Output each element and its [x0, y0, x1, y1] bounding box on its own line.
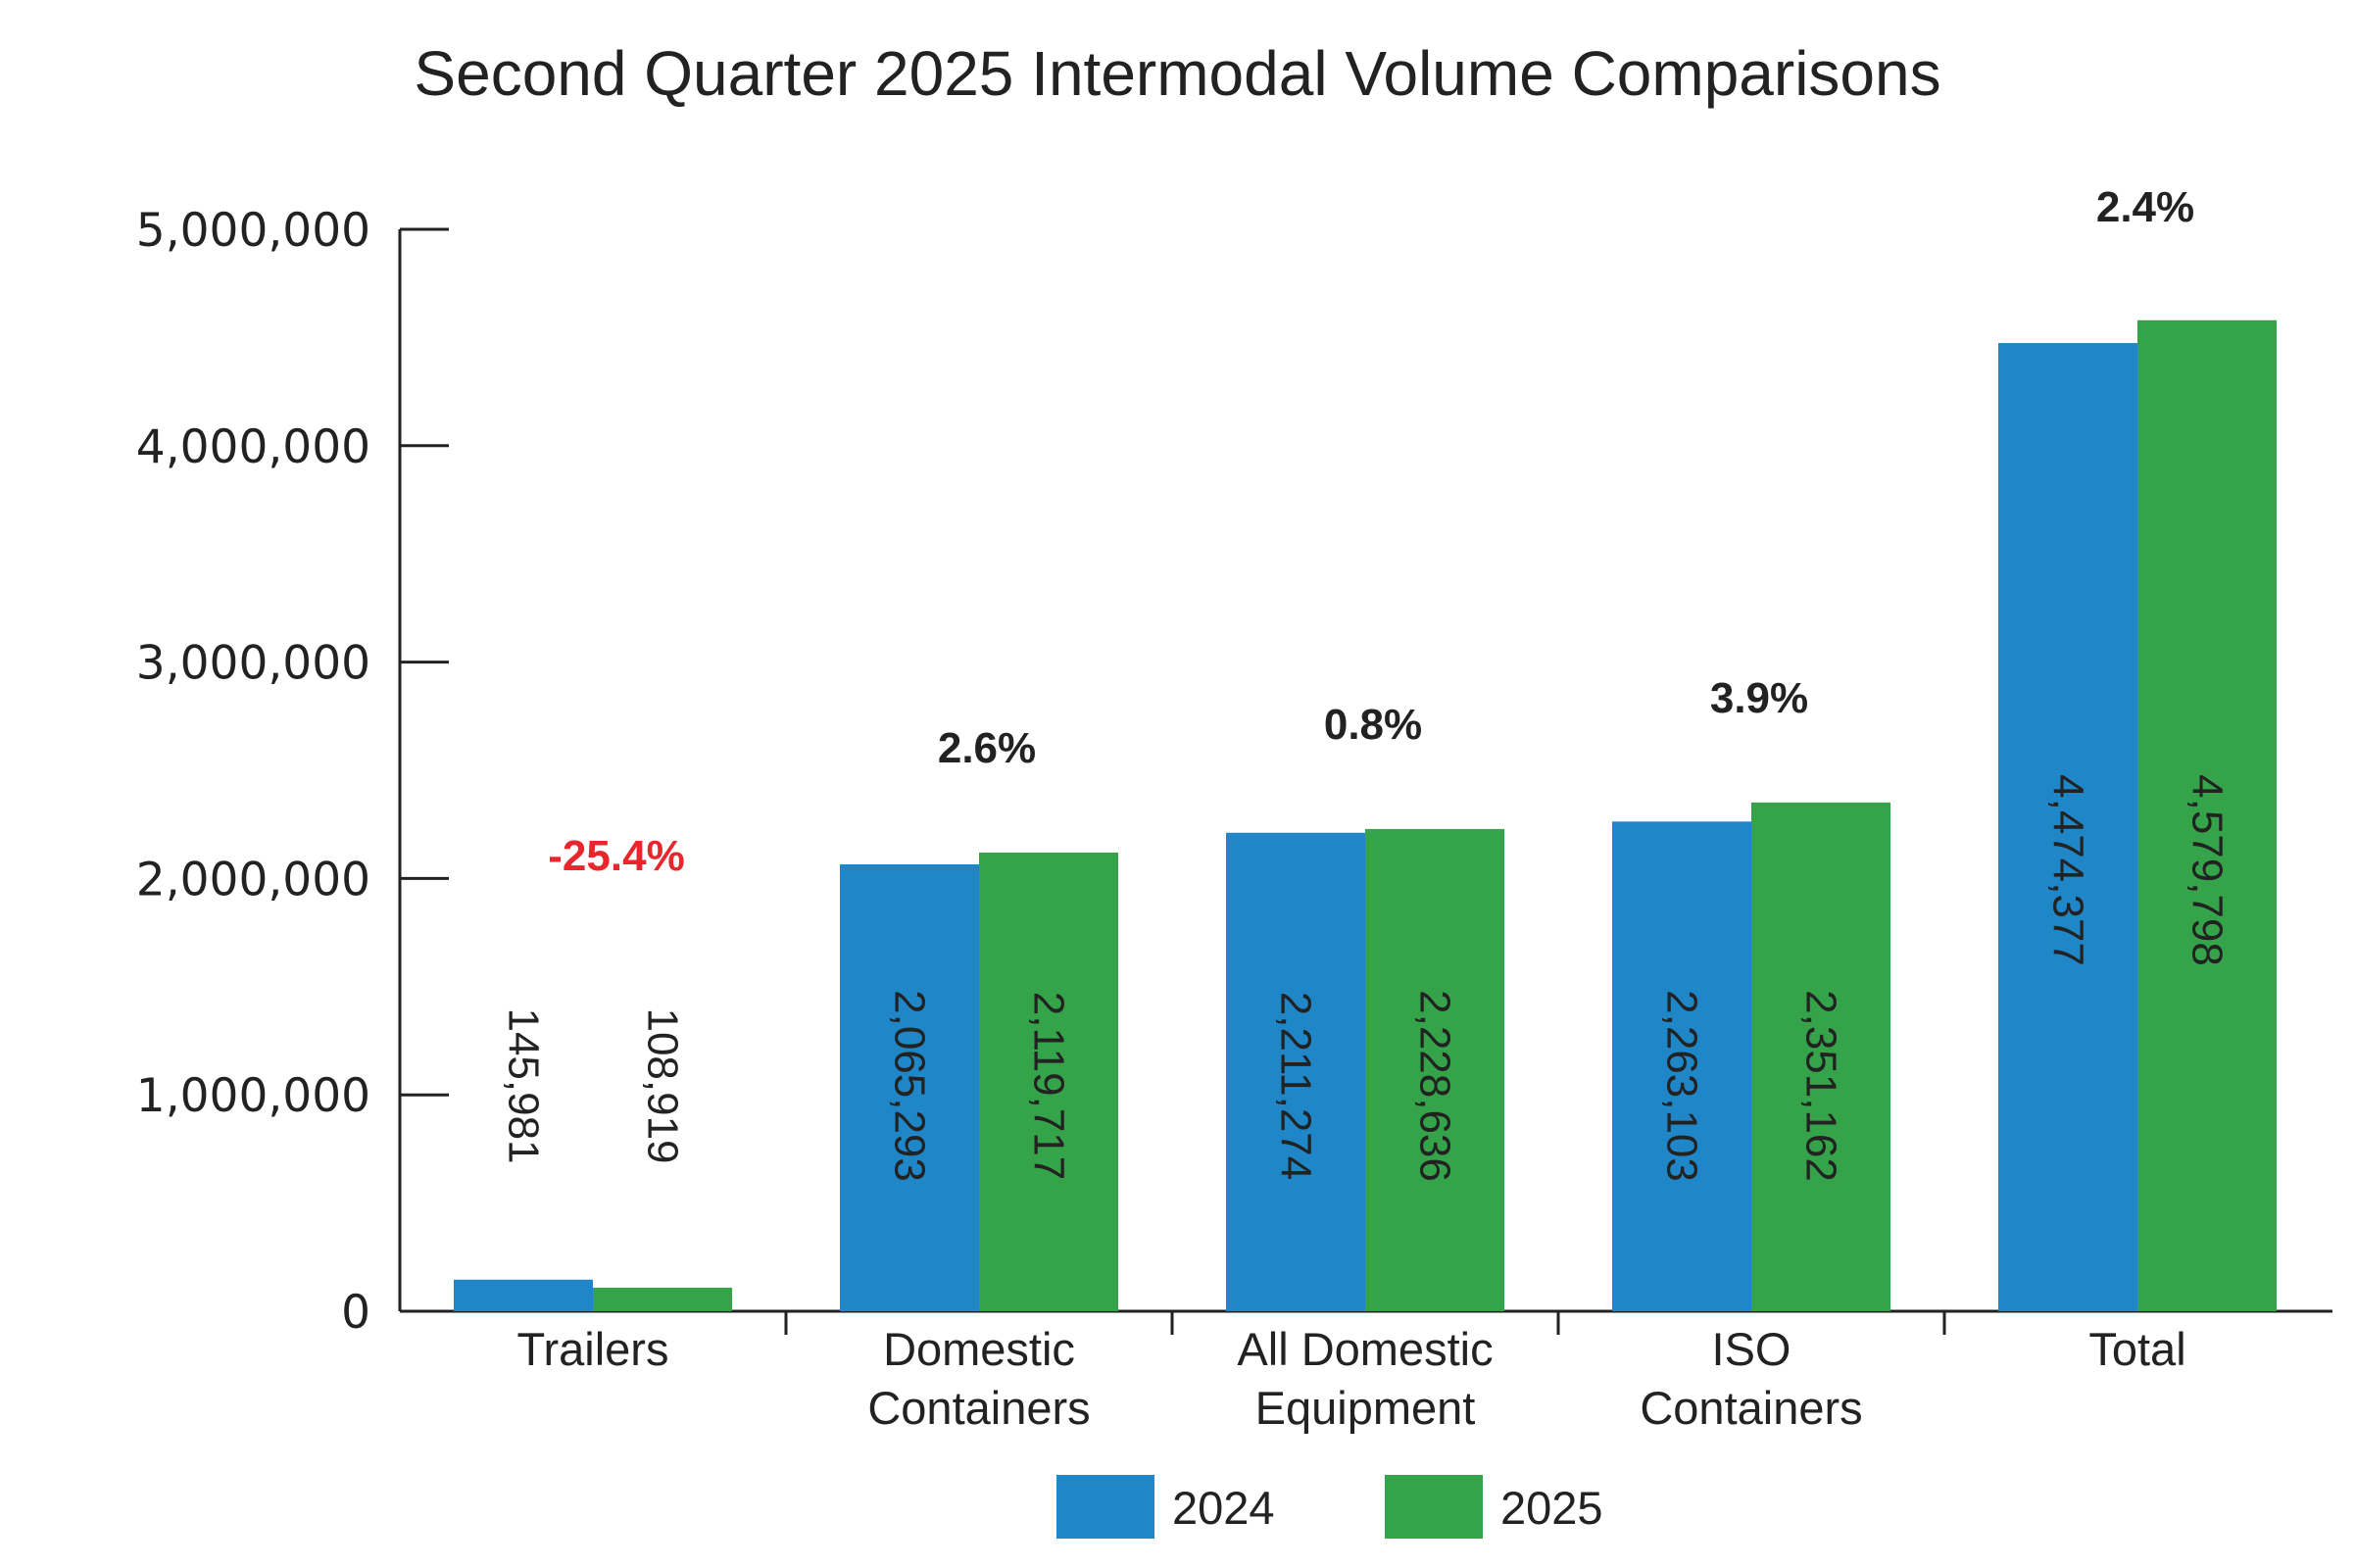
legend-label-2025: 2025 — [1500, 1482, 1603, 1534]
value-label-2024: 2,263,103 — [1658, 990, 1706, 1182]
data-labels: 145,981 108,919 -25.4% 2,065,293 2,119,717 2.… — [500, 183, 2232, 1182]
bar-2024 — [454, 1279, 593, 1311]
category-label-line: All Domestic — [1237, 1323, 1493, 1375]
legend-swatch-2024 — [1056, 1475, 1154, 1539]
y-axis: 0 1,000,000 2,000,000 3,000,000 4,000,000 5,0… — [136, 204, 449, 1340]
y-tick-label: 2,000,000 — [136, 853, 370, 906]
category-label-line: Containers — [1640, 1382, 1862, 1434]
y-tick-label: 5,000,000 — [136, 204, 370, 258]
bar-2024 — [1226, 832, 1365, 1311]
value-label-2025: 2,351,162 — [1797, 990, 1845, 1182]
category-label: Total — [2088, 1323, 2185, 1375]
category-label: Domestic Containers — [867, 1323, 1090, 1434]
legend-swatch-2025 — [1385, 1475, 1483, 1539]
value-label-2024: 145,981 — [500, 1007, 548, 1163]
bar-2024 — [1612, 821, 1751, 1311]
value-label-2025: 108,919 — [639, 1007, 687, 1163]
bars — [454, 319, 2277, 1311]
category-label: ISO Containers — [1640, 1323, 1862, 1434]
category-label: All Domestic Equipment — [1237, 1323, 1493, 1434]
value-label-2024: 2,065,293 — [886, 990, 934, 1182]
chart-title: Second Quarter 2025 Intermodal Volume Co… — [414, 38, 1941, 109]
bar-2025 — [593, 1287, 732, 1311]
value-label-2025: 4,579,798 — [2183, 774, 2232, 966]
value-label-2024: 2,211,274 — [1272, 992, 1320, 1180]
bar-2024 — [1998, 343, 2137, 1311]
category-label-line: Containers — [867, 1382, 1090, 1434]
value-label-2024: 4,474,377 — [2044, 774, 2092, 966]
y-tick-label: 4,000,000 — [136, 420, 370, 474]
legend: 2024 2025 — [1056, 1475, 1603, 1539]
legend-label-2024: 2024 — [1172, 1482, 1275, 1534]
bar-2025 — [979, 852, 1118, 1311]
bar-2025 — [1751, 802, 1890, 1311]
category-label-line: Trailers — [517, 1323, 669, 1375]
x-axis: Trailers Domestic Containers All Domestic Eq… — [400, 1309, 2332, 1434]
value-label-2025: 2,119,717 — [1025, 992, 1073, 1180]
change-label: 3.9% — [1710, 674, 1808, 722]
y-tick-label: 1,000,000 — [136, 1069, 370, 1123]
category-label-line: Equipment — [1255, 1382, 1476, 1434]
y-tick-label: 3,000,000 — [136, 637, 370, 691]
category-label-line: Total — [2088, 1323, 2185, 1375]
change-label: 0.8% — [1324, 701, 1422, 749]
category-label: Trailers — [517, 1323, 669, 1375]
category-label-line: Domestic — [883, 1323, 1075, 1375]
change-label: 2.4% — [2096, 183, 2194, 231]
bar-2025 — [1365, 828, 1504, 1311]
change-label: 2.6% — [938, 724, 1036, 772]
change-label: -25.4% — [548, 832, 684, 880]
bar-2024 — [840, 863, 979, 1311]
y-tick-label: 0 — [341, 1286, 370, 1340]
value-label-2025: 2,228,636 — [1411, 990, 1459, 1182]
category-label-line: ISO — [1712, 1323, 1791, 1375]
bar-2025 — [2137, 319, 2277, 1311]
